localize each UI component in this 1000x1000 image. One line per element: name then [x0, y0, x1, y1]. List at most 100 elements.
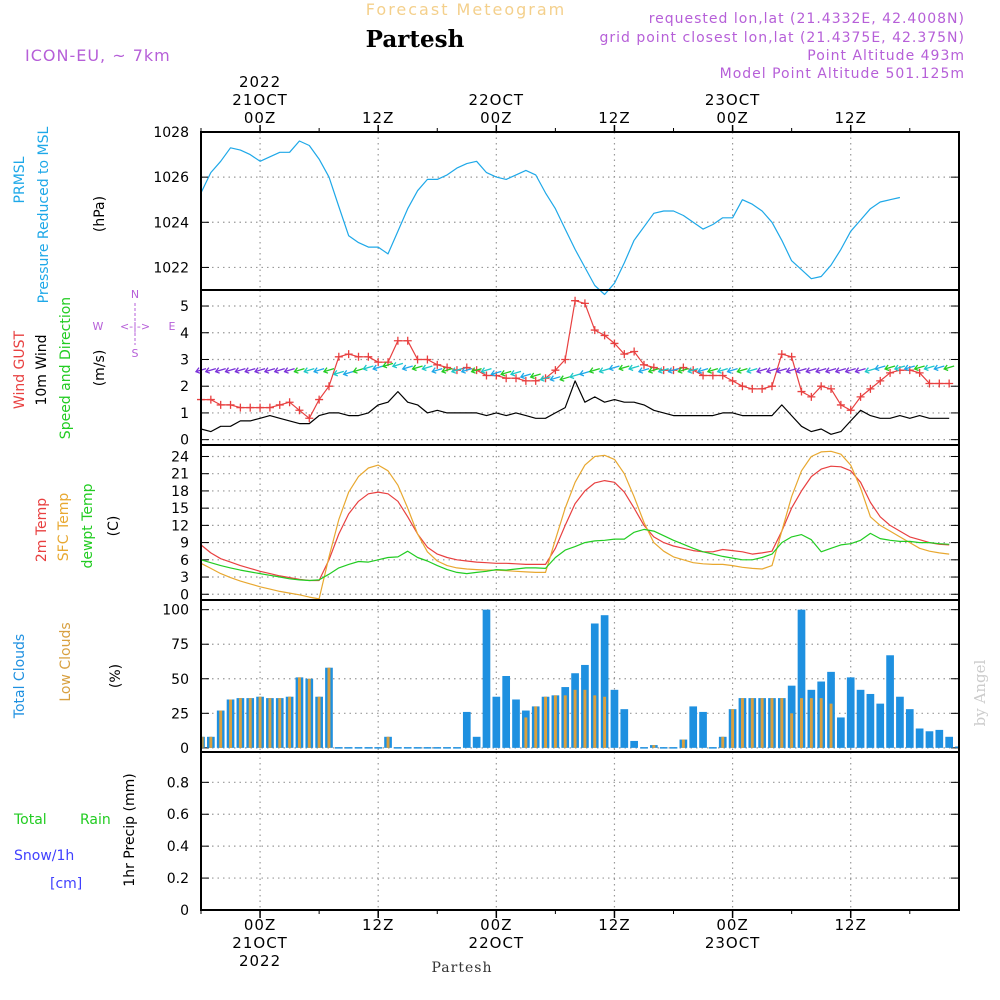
low-cloud-bar — [770, 698, 774, 748]
low-cloud-bar — [780, 698, 784, 748]
wind-direction-arrowhead — [588, 367, 594, 374]
total-cloud-bar — [512, 699, 520, 748]
temperature-tick-label: 9 — [180, 536, 189, 552]
wind-direction-arrow — [747, 368, 758, 373]
wind-gust-marker — [216, 400, 225, 409]
wind-direction-arrow — [333, 370, 345, 375]
wind-gust-marker — [797, 387, 806, 396]
wind-direction-arrow — [205, 368, 217, 373]
total-cloud-bar — [689, 706, 698, 748]
wind-gust-marker — [512, 374, 521, 383]
wind-direction-arrow — [441, 368, 453, 373]
wind-direction-arrowhead — [559, 375, 565, 382]
wind-direction-arrowhead — [391, 361, 398, 369]
wind-direction-arrow — [510, 370, 522, 375]
wind-direction-arrowhead — [697, 367, 703, 374]
low-cloud-bar — [681, 739, 685, 748]
wind-direction-arrowhead — [687, 367, 693, 374]
wind-direction-arrowhead — [775, 367, 782, 374]
wind-gust-marker — [817, 382, 826, 391]
temperature-tick-label: 24 — [171, 449, 189, 465]
bottom-time-label: 12Z — [362, 916, 394, 934]
cloud-labels: Total Clouds Low Clouds (%) — [12, 622, 124, 719]
temperature-labels: 2m Temp SFC Temp dewpt Temp (C) — [34, 483, 122, 568]
wind-direction-arrowhead — [490, 369, 496, 377]
wind-direction-arrowhead — [874, 364, 880, 372]
top-time-label: 00Z — [716, 109, 748, 127]
low-cloud-bar — [202, 736, 204, 748]
temperature-tick-label: 21 — [171, 467, 189, 483]
wind-gust-marker — [236, 403, 245, 412]
total-label: Total — [13, 812, 47, 828]
wind-direction-arrowhead — [746, 367, 752, 374]
total-cloud-bar — [856, 689, 865, 748]
wind-direction-arrow — [619, 365, 630, 370]
low-cloud-bar — [229, 699, 232, 748]
precip-tick-label: 0.6 — [167, 807, 189, 823]
temperature-tick-label: 15 — [171, 501, 189, 517]
clouds-tick-label: 100 — [162, 603, 189, 619]
wind-direction-arrow — [589, 368, 600, 373]
temp-sfc-label: SFC Temp — [56, 493, 72, 562]
model-name: ICON-EU, ~ 7km — [25, 46, 171, 65]
temperature-tick-label: 12 — [171, 518, 189, 534]
wind-direction-arrow — [796, 368, 807, 373]
wind-direction-arrowhead — [214, 367, 220, 374]
low-cloud-bar — [583, 689, 587, 748]
wind-direction-arrow — [569, 373, 581, 378]
total-cloud-bar — [846, 677, 855, 748]
wind-direction-arrow — [500, 370, 512, 375]
total-cloud-bar — [590, 623, 599, 748]
wind-direction-arrow — [481, 368, 492, 373]
wind-direction-arrowhead — [431, 367, 437, 374]
top-time-label: 00Z — [244, 109, 276, 127]
wind-direction-arrowhead — [893, 364, 900, 372]
wind-gust-marker — [945, 379, 954, 388]
dewpt-temp-line — [200, 528, 950, 582]
wind-direction-arrow — [806, 368, 817, 373]
clouds-tick-label: 75 — [171, 637, 189, 653]
bottom-time-label: 12Z — [835, 916, 867, 934]
wind-direction-arrowhead — [401, 364, 407, 372]
wind-direction-arrow — [461, 368, 472, 373]
compass-south: S — [132, 347, 139, 360]
clouds-panel: 0 25 50 75 100 — [162, 599, 960, 757]
wind-direction-arrow — [697, 368, 709, 373]
wind-direction-arrow — [392, 362, 404, 367]
clouds-tick-label: 0 — [180, 741, 189, 757]
wind-direction-arrow — [648, 368, 660, 373]
wind-gust-marker — [206, 395, 215, 404]
wind-direction-arrow — [688, 368, 699, 373]
low-cloud-bar — [219, 710, 223, 748]
low-cloud-bar — [721, 736, 725, 748]
wind-gust-marker — [866, 384, 875, 393]
wind-direction-arrow — [451, 368, 463, 373]
wind-direction-arrowhead — [254, 367, 260, 374]
wind-direction-arrow — [835, 368, 847, 373]
wind-direction-arrowhead — [608, 364, 614, 372]
wind-direction-arrow — [471, 368, 482, 373]
wind-direction-arrow — [717, 368, 728, 373]
wind-gust-marker — [935, 379, 944, 388]
wind-gust-marker — [600, 331, 609, 340]
low-cloud-bar — [278, 698, 282, 748]
wind-direction-arrowhead — [913, 364, 919, 372]
wind-direction-arrow — [894, 365, 906, 370]
wind-direction-arrowhead — [716, 367, 722, 374]
low-cloud-bar — [829, 703, 833, 748]
top-time-label: 23OCT — [705, 91, 761, 109]
wind-direction-arrow — [943, 365, 955, 370]
wind-gust-marker — [758, 384, 767, 393]
wind-gust-marker — [246, 403, 255, 412]
wind-direction-arrow — [658, 368, 669, 373]
wind-direction-arrowhead — [263, 367, 270, 374]
wind-direction-arrow — [884, 365, 896, 370]
wind-direction-arrowhead — [657, 367, 663, 374]
wind-gust-marker — [571, 296, 580, 305]
wind-direction-arrow — [422, 365, 433, 370]
precip-tick-label: 0 — [180, 903, 189, 919]
wind-gust-marker — [827, 384, 836, 393]
wind-direction-arrowhead — [647, 367, 654, 374]
wind-direction-arrowhead — [578, 369, 585, 377]
wind-direction-arrowhead — [460, 367, 467, 374]
